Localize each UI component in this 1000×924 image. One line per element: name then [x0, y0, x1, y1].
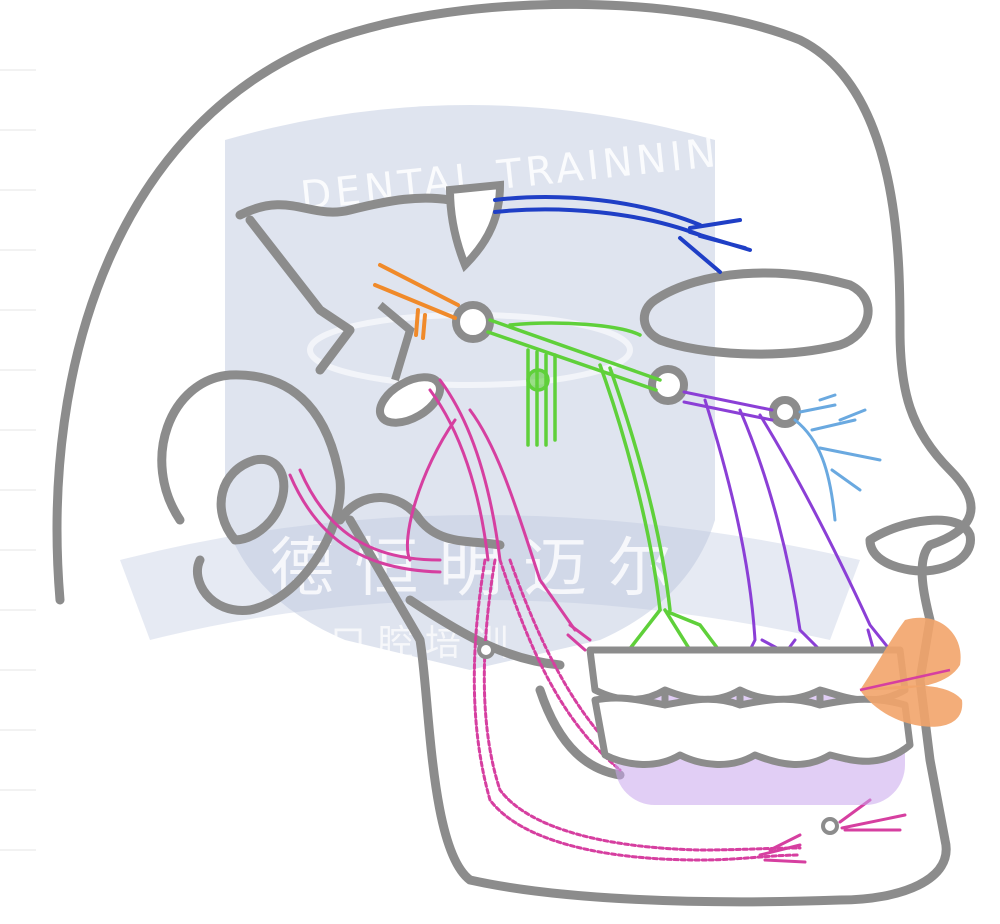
- infraorbital-foramen: [769, 396, 801, 428]
- teeth: [586, 646, 914, 768]
- head-outline: [52, 0, 976, 907]
- sphenoid-edge: [377, 301, 415, 382]
- maxillary-nerve: [486, 318, 732, 667]
- superior-orbital-fissure: [445, 180, 505, 273]
- lips: [859, 617, 963, 727]
- ophthalmic-nerve: [493, 195, 752, 274]
- ear-inner: [216, 454, 289, 545]
- nasal-opening: [865, 515, 975, 576]
- zygomatic-arch: [335, 493, 505, 550]
- orange-branch: [373, 263, 460, 340]
- infraorbital-branches: [793, 393, 882, 522]
- mandibular-nerve: [288, 378, 907, 864]
- upper-teeth: [586, 646, 909, 704]
- watermark-banner: [120, 515, 860, 640]
- orbit: [639, 268, 873, 359]
- foramina: [376, 180, 801, 428]
- foramen-rotundum: [452, 301, 494, 343]
- trigeminal-ganglion: [376, 373, 444, 427]
- labial-nerve-line: [859, 668, 951, 692]
- lower-teeth: [591, 694, 914, 768]
- mandible-body: [535, 685, 625, 780]
- notebook-rule-margin: [0, 0, 40, 920]
- sphenoid-process: [245, 215, 355, 375]
- upper-lip: [860, 617, 961, 690]
- ear-outer: [157, 370, 345, 615]
- lower-lip: [860, 685, 963, 727]
- skull-profile: [52, 0, 976, 907]
- cranial-base-line: [235, 193, 455, 220]
- tooth-separators: [661, 690, 824, 705]
- infraorbital-groove-node: [648, 365, 688, 405]
